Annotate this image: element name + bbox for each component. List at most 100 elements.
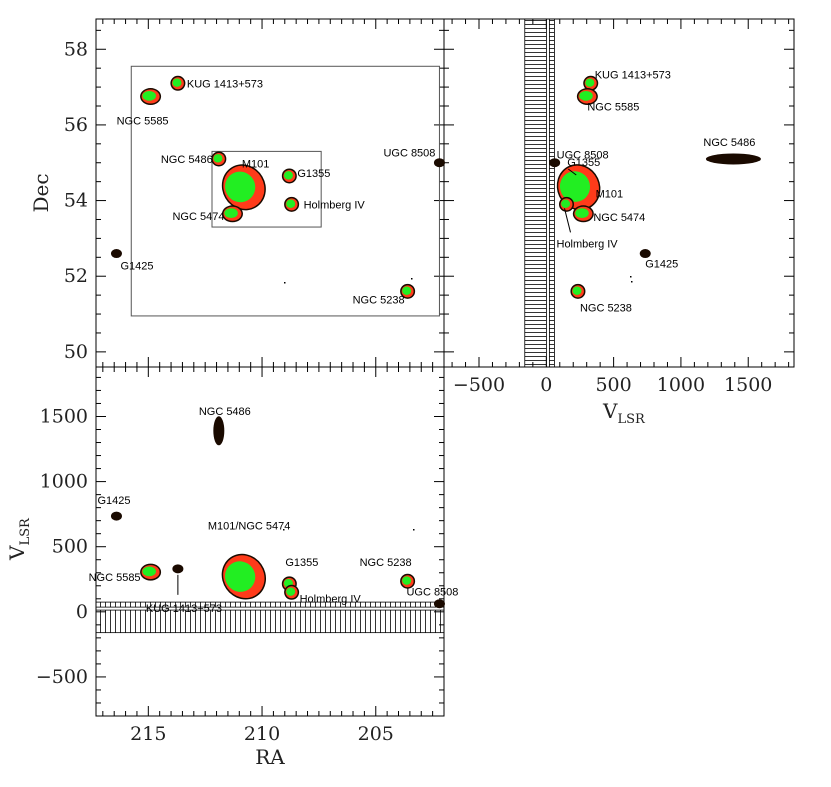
x-tick-label: −500 bbox=[453, 374, 505, 396]
source-label: NGC 5238 bbox=[580, 302, 632, 314]
speck bbox=[630, 276, 632, 278]
source-ngc-5474 bbox=[572, 205, 594, 223]
x-tick-label: 205 bbox=[358, 723, 394, 745]
source-ngc-5486-core bbox=[213, 154, 223, 163]
field-box bbox=[130, 65, 440, 317]
x-tick-label: 0 bbox=[540, 374, 552, 396]
masked-velocity-band-narrow bbox=[549, 18, 555, 368]
masked-velocity-band bbox=[524, 18, 547, 368]
y-tick-label: 500 bbox=[52, 536, 88, 558]
source-label: Holmberg IV bbox=[300, 593, 362, 605]
source-ngc-5486-outer bbox=[705, 153, 761, 165]
source-ngc-5486 bbox=[213, 416, 225, 446]
source-ugc-8508-outer bbox=[549, 158, 561, 168]
speck bbox=[631, 281, 633, 283]
source-ngc-5585-core bbox=[579, 90, 593, 101]
source-ngc-5585 bbox=[576, 88, 598, 106]
y-tick-label: 50 bbox=[64, 341, 88, 363]
source-ngc-5585-core bbox=[142, 566, 156, 577]
source-label: KUG 1413+573 bbox=[595, 69, 671, 81]
leader-line bbox=[564, 208, 571, 233]
source-ugc-8508-outer bbox=[433, 158, 445, 168]
source-label: NGC 5238 bbox=[353, 294, 405, 306]
source-g1355 bbox=[281, 168, 297, 184]
x-tick-label: 1000 bbox=[657, 374, 705, 396]
source-kug-1413-573-outer bbox=[172, 564, 184, 574]
source-label: NGC 5585 bbox=[117, 116, 169, 128]
source-ugc-8508-outer bbox=[433, 599, 445, 609]
speck bbox=[284, 282, 286, 284]
source-kug-1413-573 bbox=[170, 75, 186, 91]
source-label: M101/NGC 5474 bbox=[208, 521, 291, 533]
y-tick-label: 1000 bbox=[40, 471, 88, 493]
x-tick-label: 215 bbox=[130, 723, 166, 745]
source-m101-core bbox=[559, 171, 591, 202]
source-label: NGC 5585 bbox=[587, 102, 639, 114]
source-holmberg-iv bbox=[284, 584, 300, 600]
y-tick-label: 0 bbox=[76, 601, 88, 623]
source-label: KUG 1413+573 bbox=[187, 78, 263, 90]
speck bbox=[413, 529, 415, 531]
source-ngc-5585-core bbox=[142, 90, 156, 101]
source-holmberg-iv-core bbox=[561, 199, 571, 208]
source-g1355-core bbox=[283, 171, 293, 180]
source-ugc-8508 bbox=[549, 158, 561, 168]
source-kug-1413-573 bbox=[172, 564, 184, 574]
source-ugc-8508 bbox=[433, 599, 445, 609]
source-m101 bbox=[221, 164, 266, 211]
y-tick-label: 52 bbox=[64, 265, 88, 287]
panel-frame-tl bbox=[95, 18, 445, 368]
source-m101-ngc-5474-core bbox=[224, 561, 256, 592]
source-label: Holmberg IV bbox=[557, 238, 619, 250]
source-label: NGC 5474 bbox=[172, 211, 224, 223]
x-tick-label: 210 bbox=[244, 723, 280, 745]
source-label: NGC 5238 bbox=[360, 557, 412, 569]
source-g1425-outer bbox=[639, 249, 651, 259]
source-label: UGC 8508 bbox=[383, 148, 435, 160]
y-axis-label: VLSR bbox=[5, 517, 33, 561]
field-box bbox=[211, 150, 322, 228]
x-axis-label-sub: LSR bbox=[617, 412, 646, 427]
source-label: G1425 bbox=[645, 259, 678, 271]
source-label: KUG 1413+573 bbox=[146, 603, 222, 615]
source-g1425-outer bbox=[110, 511, 122, 521]
source-kug-1413-573-core bbox=[172, 78, 182, 87]
y-tick-label: 1500 bbox=[40, 405, 88, 427]
x-tick-label: 1500 bbox=[724, 374, 772, 396]
source-ngc-5238-core bbox=[402, 576, 412, 585]
panel-frame-bl bbox=[95, 366, 445, 717]
source-ngc-5474-core bbox=[575, 208, 589, 219]
source-label: NGC 5486 bbox=[161, 154, 213, 166]
source-ngc-5585 bbox=[140, 88, 162, 106]
source-ngc-5486 bbox=[211, 151, 227, 167]
source-label: NGC 5486 bbox=[199, 406, 251, 418]
source-ngc-5238 bbox=[400, 283, 416, 299]
y-tick-label: −500 bbox=[36, 666, 88, 688]
source-label: NGC 5474 bbox=[593, 212, 645, 224]
source-label: M101 bbox=[242, 158, 270, 170]
source-holmberg-iv bbox=[559, 196, 574, 212]
y-tick-label: 54 bbox=[64, 190, 88, 212]
source-label: M101 bbox=[596, 188, 624, 200]
source-holmberg-iv-core bbox=[286, 199, 296, 208]
source-ugc-8508 bbox=[433, 158, 445, 168]
source-label: NGC 5486 bbox=[703, 137, 755, 149]
source-g1425 bbox=[639, 249, 651, 259]
source-m101-ngc-5474 bbox=[221, 553, 267, 600]
source-m101-core bbox=[225, 171, 256, 203]
source-label: G1355 bbox=[285, 557, 318, 569]
source-ngc-5486-outer bbox=[213, 416, 225, 446]
y-axis-label: Dec bbox=[29, 173, 53, 212]
panel-frame-tr bbox=[443, 18, 795, 368]
source-kug-1413-573-core bbox=[585, 78, 595, 87]
source-g1425-outer bbox=[110, 249, 122, 259]
source-kug-1413-573 bbox=[583, 75, 599, 91]
source-ngc-5474-core bbox=[224, 208, 238, 219]
source-g1425 bbox=[110, 249, 122, 259]
leader-line bbox=[567, 168, 577, 176]
source-ngc-5486 bbox=[705, 153, 761, 165]
source-label: UGC 8508 bbox=[557, 150, 609, 162]
x-tick-label: 500 bbox=[595, 374, 631, 396]
source-label: G1355 bbox=[297, 168, 330, 180]
